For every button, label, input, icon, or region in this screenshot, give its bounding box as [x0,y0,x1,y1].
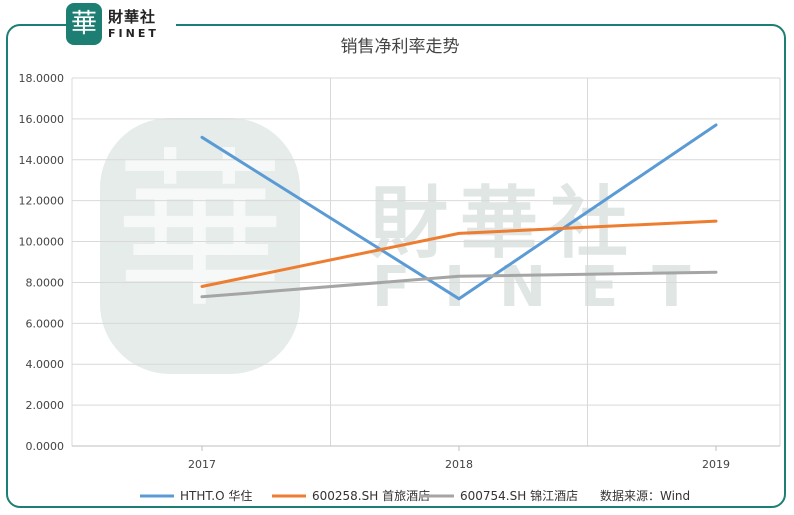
watermark-badge-icon [100,118,300,374]
logo-badge-icon: 華 [66,3,102,45]
y-tick-label: 12.0000 [19,195,65,208]
watermark-name-cn: 財華社 [370,179,640,269]
legend-label: HTHT.O 华住 [180,489,252,503]
series-line-2 [200,219,718,288]
watermark-badge-char: 華 [115,133,285,331]
y-tick-label: 6.0000 [26,317,65,330]
axes: 0.0000 2.0000 4.0000 6.0000 8.0000 10.0000 12.… [19,72,780,471]
series [200,123,718,301]
watermark-name-en: FINET [372,255,724,320]
series-line-3 [200,270,718,299]
y-tick-label: 14.0000 [19,154,65,167]
logo-name-en: FINET [108,26,159,40]
x-tick-label: 2018 [445,458,473,471]
y-tick-label: 8.0000 [26,276,65,289]
y-tick-label: 16.0000 [19,113,65,126]
y-tick-label: 2.0000 [26,399,65,412]
y-tick-label: 4.0000 [26,358,65,371]
series-line-1 [200,123,718,301]
logo-name-cn: 財華社 [108,7,157,26]
y-tick-label: 10.0000 [19,236,65,249]
x-tick-label: 2017 [188,458,216,471]
y-tick-label: 18.0000 [19,72,65,85]
chart-title: 销售净利率走势 [341,37,460,57]
watermark: 華 財華社 FINET [100,118,724,374]
legend-label: 600258.SH 首旅酒店 [312,489,430,503]
source-note: 数据来源：Wind [600,488,690,503]
legend-label: 600754.SH 锦江酒店 [460,489,578,503]
finet-logo: 華 財華社 FINET [66,2,176,46]
x-tick-label: 2019 [702,458,730,471]
logo-text: 財華社 FINET [108,7,159,40]
y-tick-label: 0.0000 [26,440,65,453]
legend: HTHT.O 华住 600258.SH 首旅酒店 600754.SH 锦江酒店 数据来… [140,488,690,503]
grid [71,77,781,447]
